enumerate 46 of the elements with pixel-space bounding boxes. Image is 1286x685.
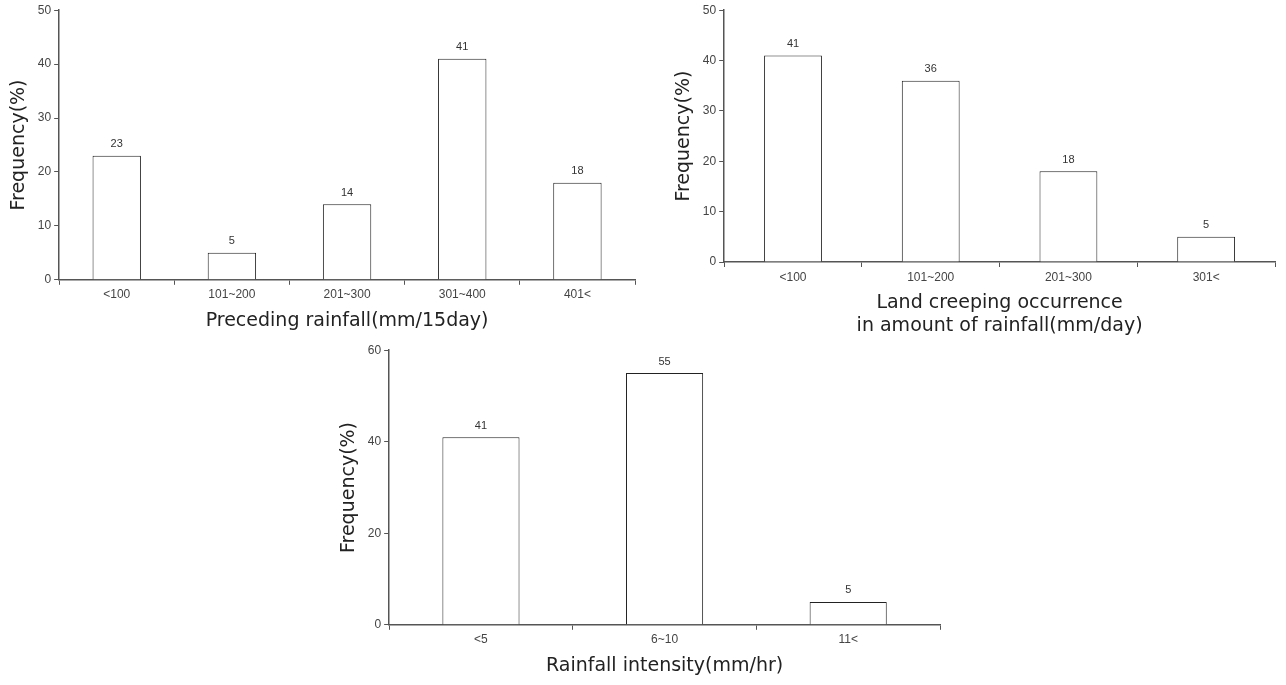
- y-tick-label: 50: [37, 2, 52, 17]
- data-label: 55: [658, 354, 671, 367]
- y-axis-title: Frequency(%): [6, 79, 29, 211]
- x-tick-label: 11<: [838, 632, 858, 647]
- y-tick-label: 40: [702, 52, 717, 67]
- x-tick-label: <100: [103, 287, 131, 302]
- data-label: 5: [845, 583, 852, 596]
- x-axis-title: Preceding rainfall(mm/15day): [205, 307, 489, 330]
- data-label: 41: [474, 418, 488, 431]
- x-tick-label: 101~200: [208, 287, 256, 302]
- y-tick-label: 40: [367, 434, 382, 449]
- data-label: 18: [1062, 152, 1075, 165]
- x-tick-label: 301~400: [438, 287, 487, 302]
- data-label: 14: [340, 185, 354, 198]
- x-tick-label: 401<: [563, 287, 591, 302]
- y-tick-label: 0: [44, 272, 52, 287]
- x-tick-label: 201~300: [323, 287, 371, 302]
- x-tick-label: 101~200: [907, 269, 955, 284]
- x-tick-label: <5: [474, 632, 489, 647]
- data-label: 18: [571, 164, 584, 177]
- y-tick-label: 30: [702, 103, 717, 118]
- y-tick-label: 60: [367, 342, 382, 357]
- y-tick-label: 0: [709, 254, 717, 269]
- y-tick-label: 20: [367, 525, 382, 540]
- data-label: 5: [1203, 218, 1210, 231]
- y-tick-label: 50: [702, 2, 717, 17]
- x-axis-title: Rainfall intensity(mm/hr): [546, 652, 784, 675]
- x-tick-label: <100: [779, 269, 807, 284]
- y-axis-title: Frequency(%): [336, 421, 359, 554]
- x-tick-label: 6~10: [651, 632, 679, 647]
- x-tick-label: 201~300: [1044, 269, 1093, 284]
- data-label: 5: [228, 234, 235, 247]
- y-tick-label: 10: [702, 203, 717, 218]
- y-tick-label: 10: [37, 218, 52, 233]
- data-label: 23: [110, 137, 123, 150]
- y-tick-label: 30: [37, 110, 52, 125]
- y-tick-label: 20: [37, 164, 52, 179]
- y-tick-label: 40: [37, 56, 52, 71]
- y-tick-label: 20: [702, 153, 717, 168]
- x-axis-title: Land creeping occurrence in amount of rainfall(mm/day): [856, 289, 1143, 335]
- x-tick-label: 301<: [1192, 269, 1220, 284]
- y-axis-title: Frequency(%): [671, 70, 694, 202]
- y-tick-label: 0: [374, 617, 382, 632]
- data-label: 36: [924, 62, 937, 75]
- data-label: 41: [456, 40, 469, 53]
- data-label: 41: [786, 37, 800, 50]
